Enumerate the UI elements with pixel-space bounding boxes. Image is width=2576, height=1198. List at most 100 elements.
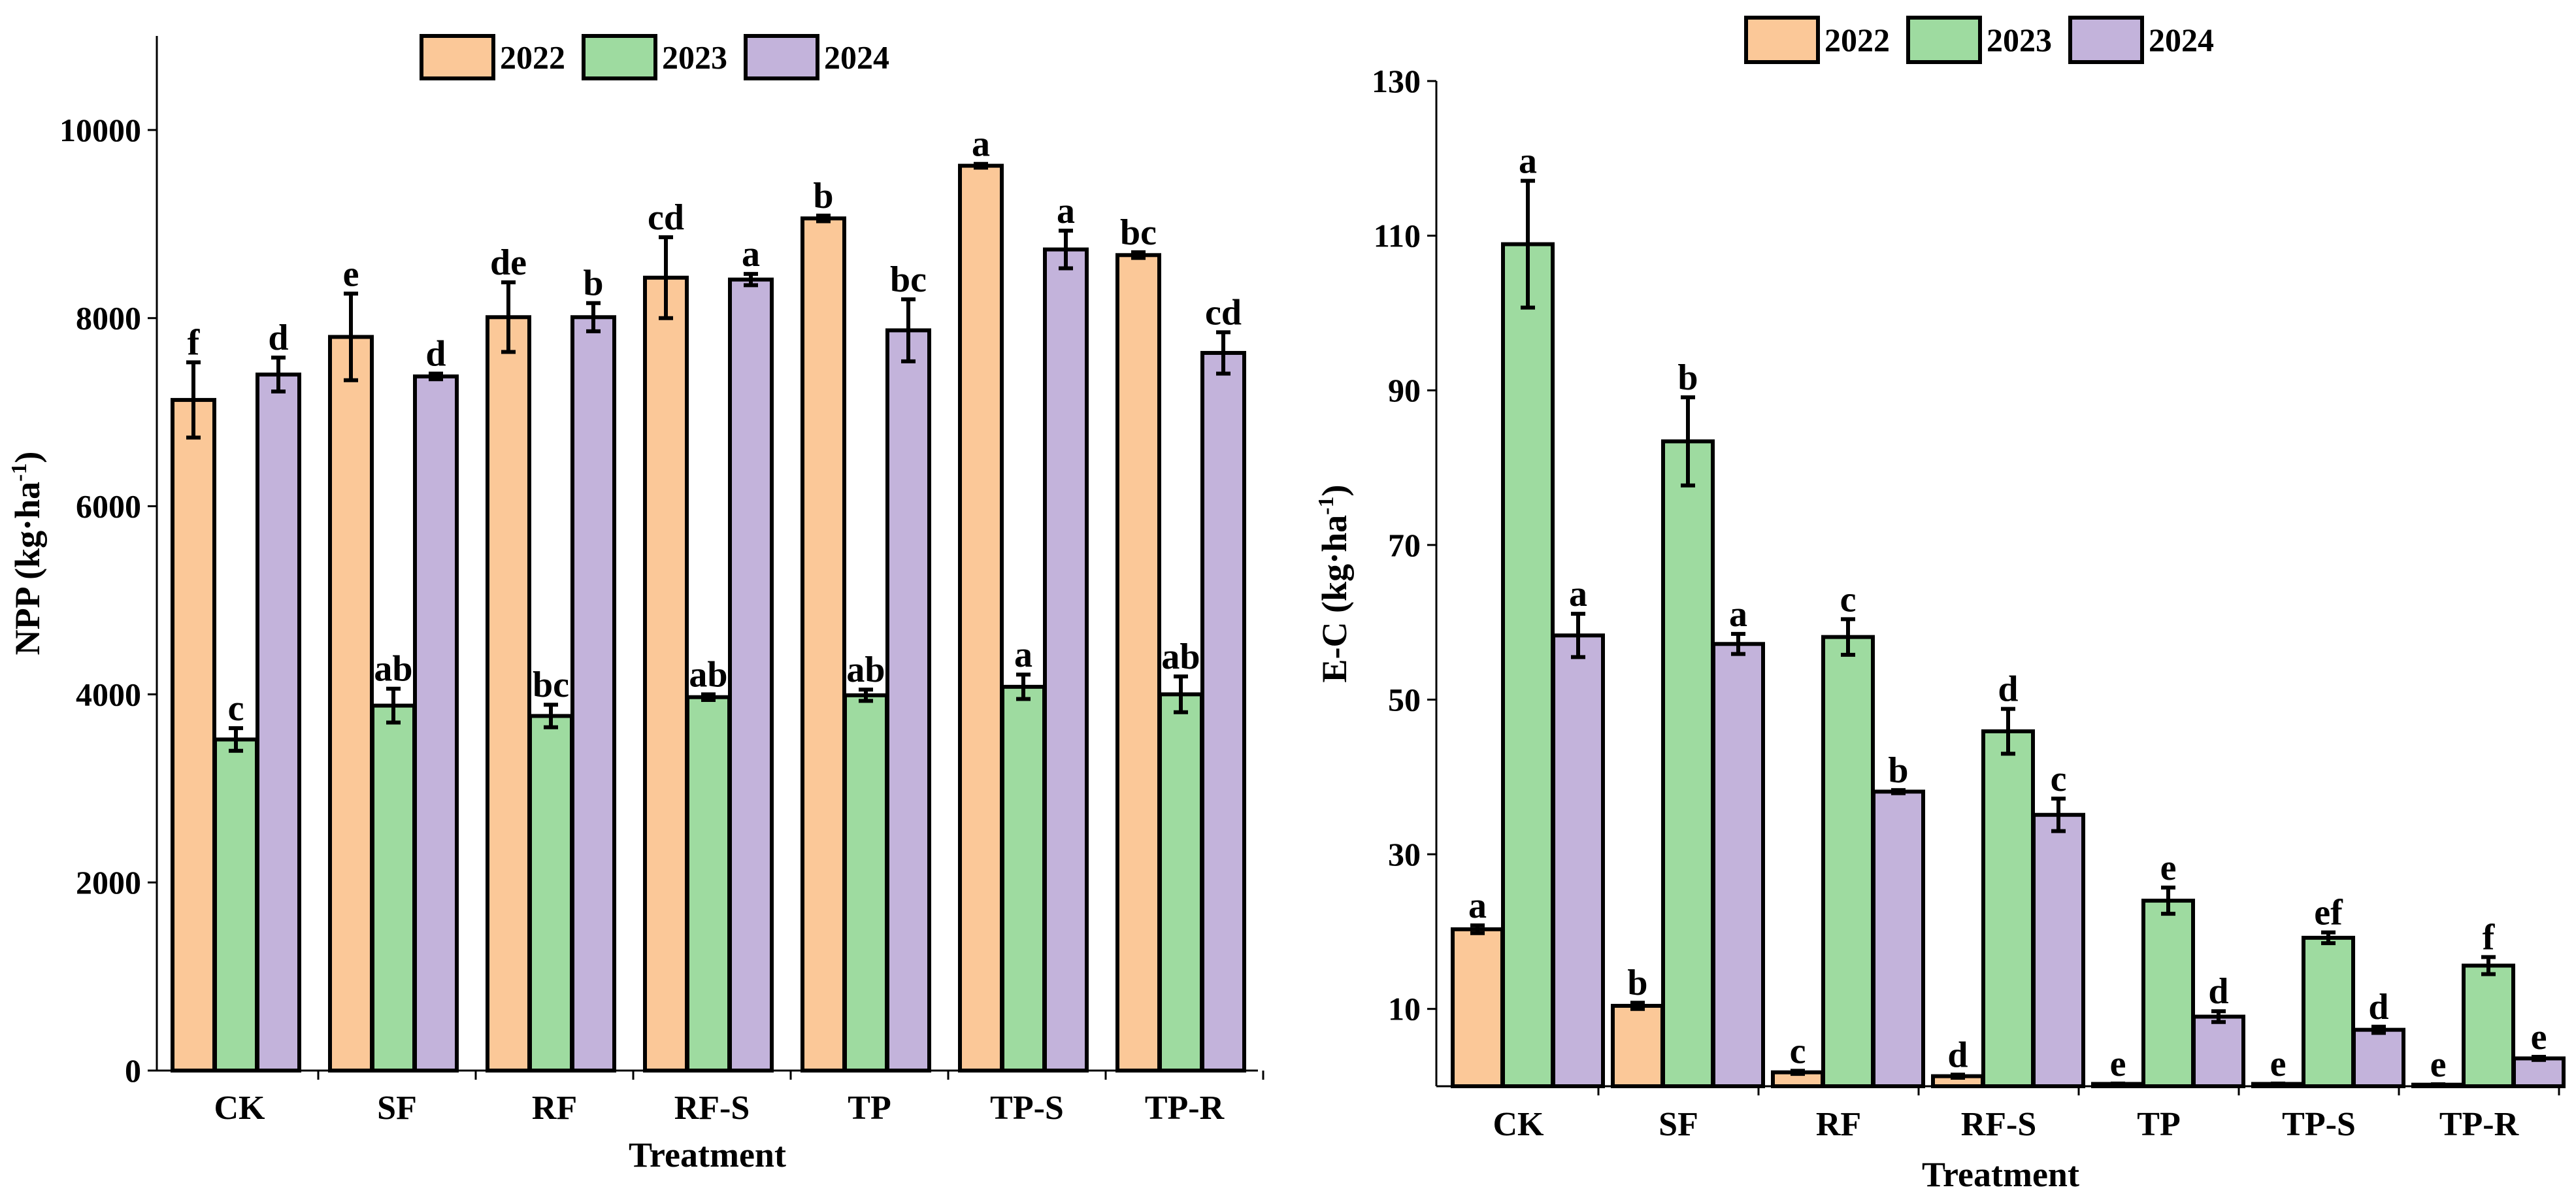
bar-rf-2024 [1872, 790, 1925, 1088]
sig-letter-tp-2024: d [2208, 971, 2228, 1012]
sig-letter-tp-r-2022: bc [1120, 212, 1157, 253]
sig-letter-rf-2024: b [583, 263, 603, 304]
chart-1: fcdCKeabdSFdebcbRFcdabaRF-SbabbcTPaaaTP-… [7, 34, 1264, 1174]
sig-letter-ck-2023: c [228, 688, 244, 729]
bar-ck-2024 [1551, 633, 1605, 1088]
sig-letter-tp-s-2022: a [972, 124, 990, 165]
bar-rf-2022 [486, 315, 531, 1073]
x-tick-label-tp-r: TP-R [2439, 1106, 2520, 1143]
y-tick-label: 110 [1374, 218, 1421, 254]
y-axis-title: E-C (kg·ha-1) [1314, 485, 1354, 683]
sig-letter-rf-s-2022: d [1947, 1035, 1968, 1075]
sig-letter-sf-2023: b [1677, 358, 1698, 398]
chart-2: aaaCKbbaSFccbRFddcRF-SeedTPeefdTP-SefeTP… [1314, 16, 2566, 1194]
sig-letter-ck-2022: a [1468, 886, 1487, 926]
x-tick-label-tp-s: TP-S [2282, 1106, 2356, 1143]
y-axis-title-close: ) [8, 452, 47, 463]
legend-label-2022: 2022 [500, 39, 565, 76]
sig-letter-tp-r-2023: ab [1161, 637, 1200, 677]
x-tick-label-rf-s: RF-S [1961, 1106, 2037, 1143]
y-axis-title-main: E-C (kg·ha [1315, 515, 1354, 683]
sig-letter-tp-r-2023: f [2483, 917, 2496, 957]
sig-letter-rf-2024: b [1888, 750, 1908, 791]
y-tick-label: 30 [1388, 836, 1421, 873]
sig-letter-sf-2024: a [1729, 594, 1747, 635]
legend-label-2024: 2024 [2149, 22, 2214, 58]
legend-label-2022: 2022 [1825, 22, 1890, 58]
bar-tp-2023 [2141, 899, 2195, 1088]
legend-label-2023: 2023 [1987, 22, 2052, 58]
sig-letter-tp-s-2022: e [2270, 1044, 2287, 1084]
bar-sf-2023 [1661, 439, 1715, 1088]
sig-letter-rf-2023: c [1840, 579, 1857, 620]
bar-rf-s-2023 [1981, 729, 2035, 1088]
bar-sf-2024 [1711, 642, 1765, 1088]
sig-letter-tp-r-2022: e [2430, 1044, 2447, 1085]
y-tick-label: 10 [1388, 991, 1421, 1027]
sig-letter-tp-2024: bc [890, 259, 927, 300]
bar-tp-2024 [2192, 1014, 2245, 1088]
x-tick-label-rf-s: RF-S [674, 1090, 750, 1127]
x-tick-label-sf: SF [1659, 1106, 1698, 1143]
sig-letter-tp-s-2024: a [1057, 191, 1075, 231]
bar-ck-2022 [171, 397, 216, 1073]
sig-letter-tp-2023: e [2160, 848, 2177, 888]
bar-sf-2022 [1611, 1003, 1664, 1088]
bar-sf-2023 [371, 703, 416, 1073]
sig-letter-rf-s-2022: cd [648, 197, 684, 238]
sig-letter-rf-s-2023: ab [689, 654, 727, 695]
bar-tp-2022 [801, 216, 846, 1073]
y-tick-label: 4000 [76, 676, 141, 712]
legend-swatch-2023 [582, 34, 657, 80]
sig-letter-rf-2022: de [490, 242, 527, 283]
bar-rf-2024 [570, 315, 616, 1073]
y-tick-label: 50 [1388, 681, 1421, 718]
y-tick-label: 2000 [76, 864, 141, 901]
y-axis-title-main: NPP (kg·ha [8, 482, 47, 656]
legend: 2022 2023 2024 [1744, 16, 2214, 64]
y-tick-label: 0 [125, 1052, 141, 1089]
sig-letter-tp-s-2023: ef [2314, 893, 2343, 933]
bar-tp-r-2024 [2512, 1056, 2566, 1088]
sig-letter-tp-2023: ab [846, 650, 885, 690]
y-tick-label: 70 [1388, 527, 1421, 563]
sig-letter-tp-r-2024: e [2531, 1017, 2547, 1057]
bar-tp-s-2024 [1043, 247, 1089, 1073]
bar-tp-r-2024 [1200, 350, 1246, 1073]
bar-ck-2023 [1501, 242, 1555, 1088]
x-tick-label-tp-r: TP-R [1145, 1090, 1225, 1127]
sig-letter-tp-s-2023: a [1014, 635, 1032, 675]
x-tick-label-tp-s: TP-S [990, 1090, 1064, 1127]
bar-tp-s-2023 [2302, 935, 2355, 1089]
bar-rf-s-2024 [728, 277, 774, 1073]
bar-tp-s-2023 [1000, 684, 1046, 1073]
sig-letter-sf-2022: e [343, 254, 359, 294]
sig-letter-rf-2022: c [1790, 1031, 1806, 1071]
sig-letter-sf-2023: ab [374, 649, 412, 690]
bar-tp-r-2023 [1158, 692, 1204, 1073]
bar-sf-2024 [413, 374, 459, 1073]
x-tick-label-rf: RF [1816, 1106, 1861, 1143]
sig-letter-tp-2022: b [813, 176, 833, 216]
sig-letter-ck-2024: d [268, 318, 288, 358]
y-axis-title-close: ) [1315, 485, 1354, 497]
x-tick-label-rf: RF [532, 1090, 577, 1127]
legend-swatch-2024 [744, 34, 819, 80]
sig-letter-ck-2024: a [1569, 574, 1587, 614]
sig-letter-sf-2022: b [1627, 963, 1647, 1003]
x-tick-label-ck: CK [1493, 1106, 1545, 1143]
bar-rf-s-2022 [643, 275, 689, 1073]
sig-letter-ck-2023: a [1519, 141, 1537, 182]
y-tick-label: 6000 [76, 488, 141, 525]
bar-tp-s-2024 [2352, 1027, 2405, 1088]
bar-ck-2022 [1451, 927, 1504, 1088]
legend-swatch-2024 [2068, 16, 2144, 64]
x-tick-label-tp: TP [848, 1090, 891, 1127]
legend-swatch-2023 [1906, 16, 1982, 64]
bar-rf-s-2023 [685, 695, 731, 1073]
bar-tp-2024 [885, 328, 931, 1073]
legend-label-2024: 2024 [824, 39, 889, 76]
bar-tp-s-2022 [958, 163, 1004, 1073]
legend: 2022 2023 2024 [420, 34, 889, 80]
